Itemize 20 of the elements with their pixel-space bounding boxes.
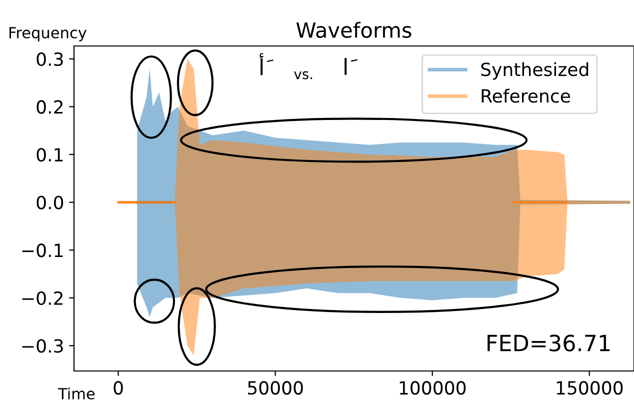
y-tick-label: −0.3 bbox=[22, 339, 63, 353]
x-tick-label: 100000 bbox=[400, 381, 466, 395]
y-axis-title: Frequency bbox=[10, 27, 86, 42]
legend-label: Reference bbox=[482, 88, 570, 103]
x-tick-label: 50000 bbox=[248, 381, 303, 395]
annotation: اَ bbox=[344, 58, 358, 75]
chart-title: Waveforms bbox=[296, 22, 412, 38]
annotation: FED=36.71 bbox=[488, 334, 610, 352]
y-tick-label: −0.2 bbox=[22, 291, 62, 305]
y-tick-label: 0.1 bbox=[36, 148, 63, 162]
annotation: أَ bbox=[260, 53, 274, 76]
x-tick-label: 0 bbox=[114, 381, 123, 395]
legend-label: Synthesized bbox=[481, 62, 588, 80]
y-tick-label: 0.2 bbox=[36, 100, 62, 114]
annotation: vs. bbox=[294, 71, 312, 80]
y-tick-label: −0.1 bbox=[22, 244, 63, 258]
y-tick-label: 0.3 bbox=[36, 52, 63, 66]
x-axis-title: Time bbox=[58, 388, 95, 400]
y-tick-label: 0.0 bbox=[36, 196, 64, 210]
x-tick-label: 150000 bbox=[556, 381, 623, 395]
